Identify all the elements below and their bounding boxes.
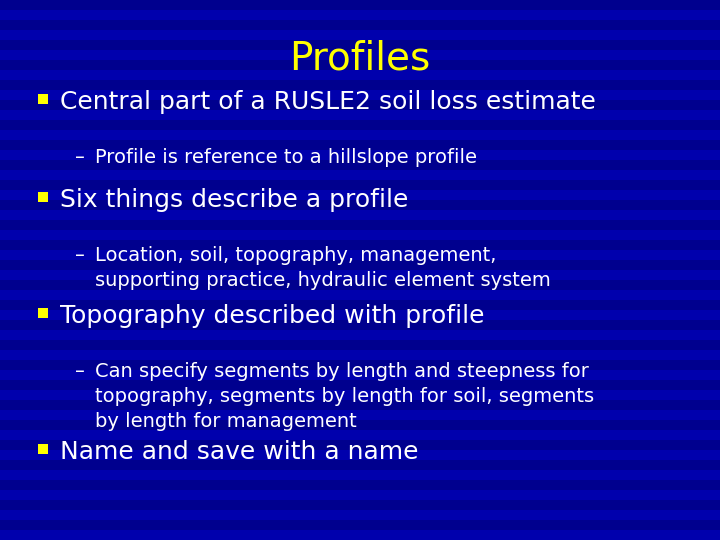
- Bar: [0, 270, 720, 280]
- Bar: [0, 100, 720, 110]
- Text: Six things describe a profile: Six things describe a profile: [60, 188, 408, 212]
- Bar: [0, 90, 720, 100]
- Bar: [0, 220, 720, 230]
- Bar: [38, 192, 48, 202]
- Text: Profile is reference to a hillslope profile: Profile is reference to a hillslope prof…: [95, 148, 477, 167]
- Bar: [0, 440, 720, 450]
- Bar: [0, 10, 720, 20]
- Bar: [0, 470, 720, 480]
- Bar: [0, 230, 720, 240]
- Bar: [0, 110, 720, 120]
- Bar: [0, 490, 720, 500]
- Bar: [0, 200, 720, 210]
- Bar: [0, 280, 720, 290]
- Bar: [0, 320, 720, 330]
- Text: Name and save with a name: Name and save with a name: [60, 440, 418, 464]
- Bar: [0, 380, 720, 390]
- Bar: [0, 160, 720, 170]
- Bar: [0, 460, 720, 470]
- Bar: [0, 30, 720, 40]
- Bar: [0, 530, 720, 540]
- Bar: [0, 180, 720, 190]
- Text: –: –: [75, 362, 85, 381]
- Text: Location, soil, topography, management,
supporting practice, hydraulic element s: Location, soil, topography, management, …: [95, 246, 551, 290]
- Bar: [0, 480, 720, 490]
- Bar: [0, 70, 720, 80]
- Bar: [0, 520, 720, 530]
- Text: Central part of a RUSLE2 soil loss estimate: Central part of a RUSLE2 soil loss estim…: [60, 90, 596, 114]
- Text: Topography described with profile: Topography described with profile: [60, 304, 485, 328]
- Text: Can specify segments by length and steepness for
topography, segments by length : Can specify segments by length and steep…: [95, 362, 594, 431]
- Bar: [38, 444, 48, 454]
- Bar: [38, 94, 48, 104]
- Bar: [0, 510, 720, 520]
- Bar: [0, 60, 720, 70]
- Text: Profiles: Profiles: [289, 40, 431, 78]
- Bar: [0, 400, 720, 410]
- Bar: [0, 120, 720, 130]
- Bar: [0, 20, 720, 30]
- Bar: [0, 300, 720, 310]
- Bar: [0, 360, 720, 370]
- Bar: [0, 450, 720, 460]
- Bar: [0, 50, 720, 60]
- Bar: [0, 40, 720, 50]
- Bar: [0, 80, 720, 90]
- Bar: [0, 140, 720, 150]
- Bar: [0, 240, 720, 250]
- Bar: [0, 500, 720, 510]
- Text: –: –: [75, 148, 85, 167]
- Bar: [0, 340, 720, 350]
- Bar: [0, 290, 720, 300]
- Bar: [0, 310, 720, 320]
- Text: –: –: [75, 246, 85, 265]
- Bar: [0, 130, 720, 140]
- Bar: [0, 390, 720, 400]
- Bar: [0, 430, 720, 440]
- Bar: [0, 330, 720, 340]
- Bar: [0, 350, 720, 360]
- Bar: [0, 260, 720, 270]
- Bar: [0, 0, 720, 10]
- Bar: [0, 370, 720, 380]
- Bar: [0, 420, 720, 430]
- Bar: [38, 308, 48, 318]
- Bar: [0, 410, 720, 420]
- Bar: [0, 250, 720, 260]
- Bar: [0, 150, 720, 160]
- Bar: [0, 190, 720, 200]
- Bar: [0, 170, 720, 180]
- Bar: [0, 210, 720, 220]
